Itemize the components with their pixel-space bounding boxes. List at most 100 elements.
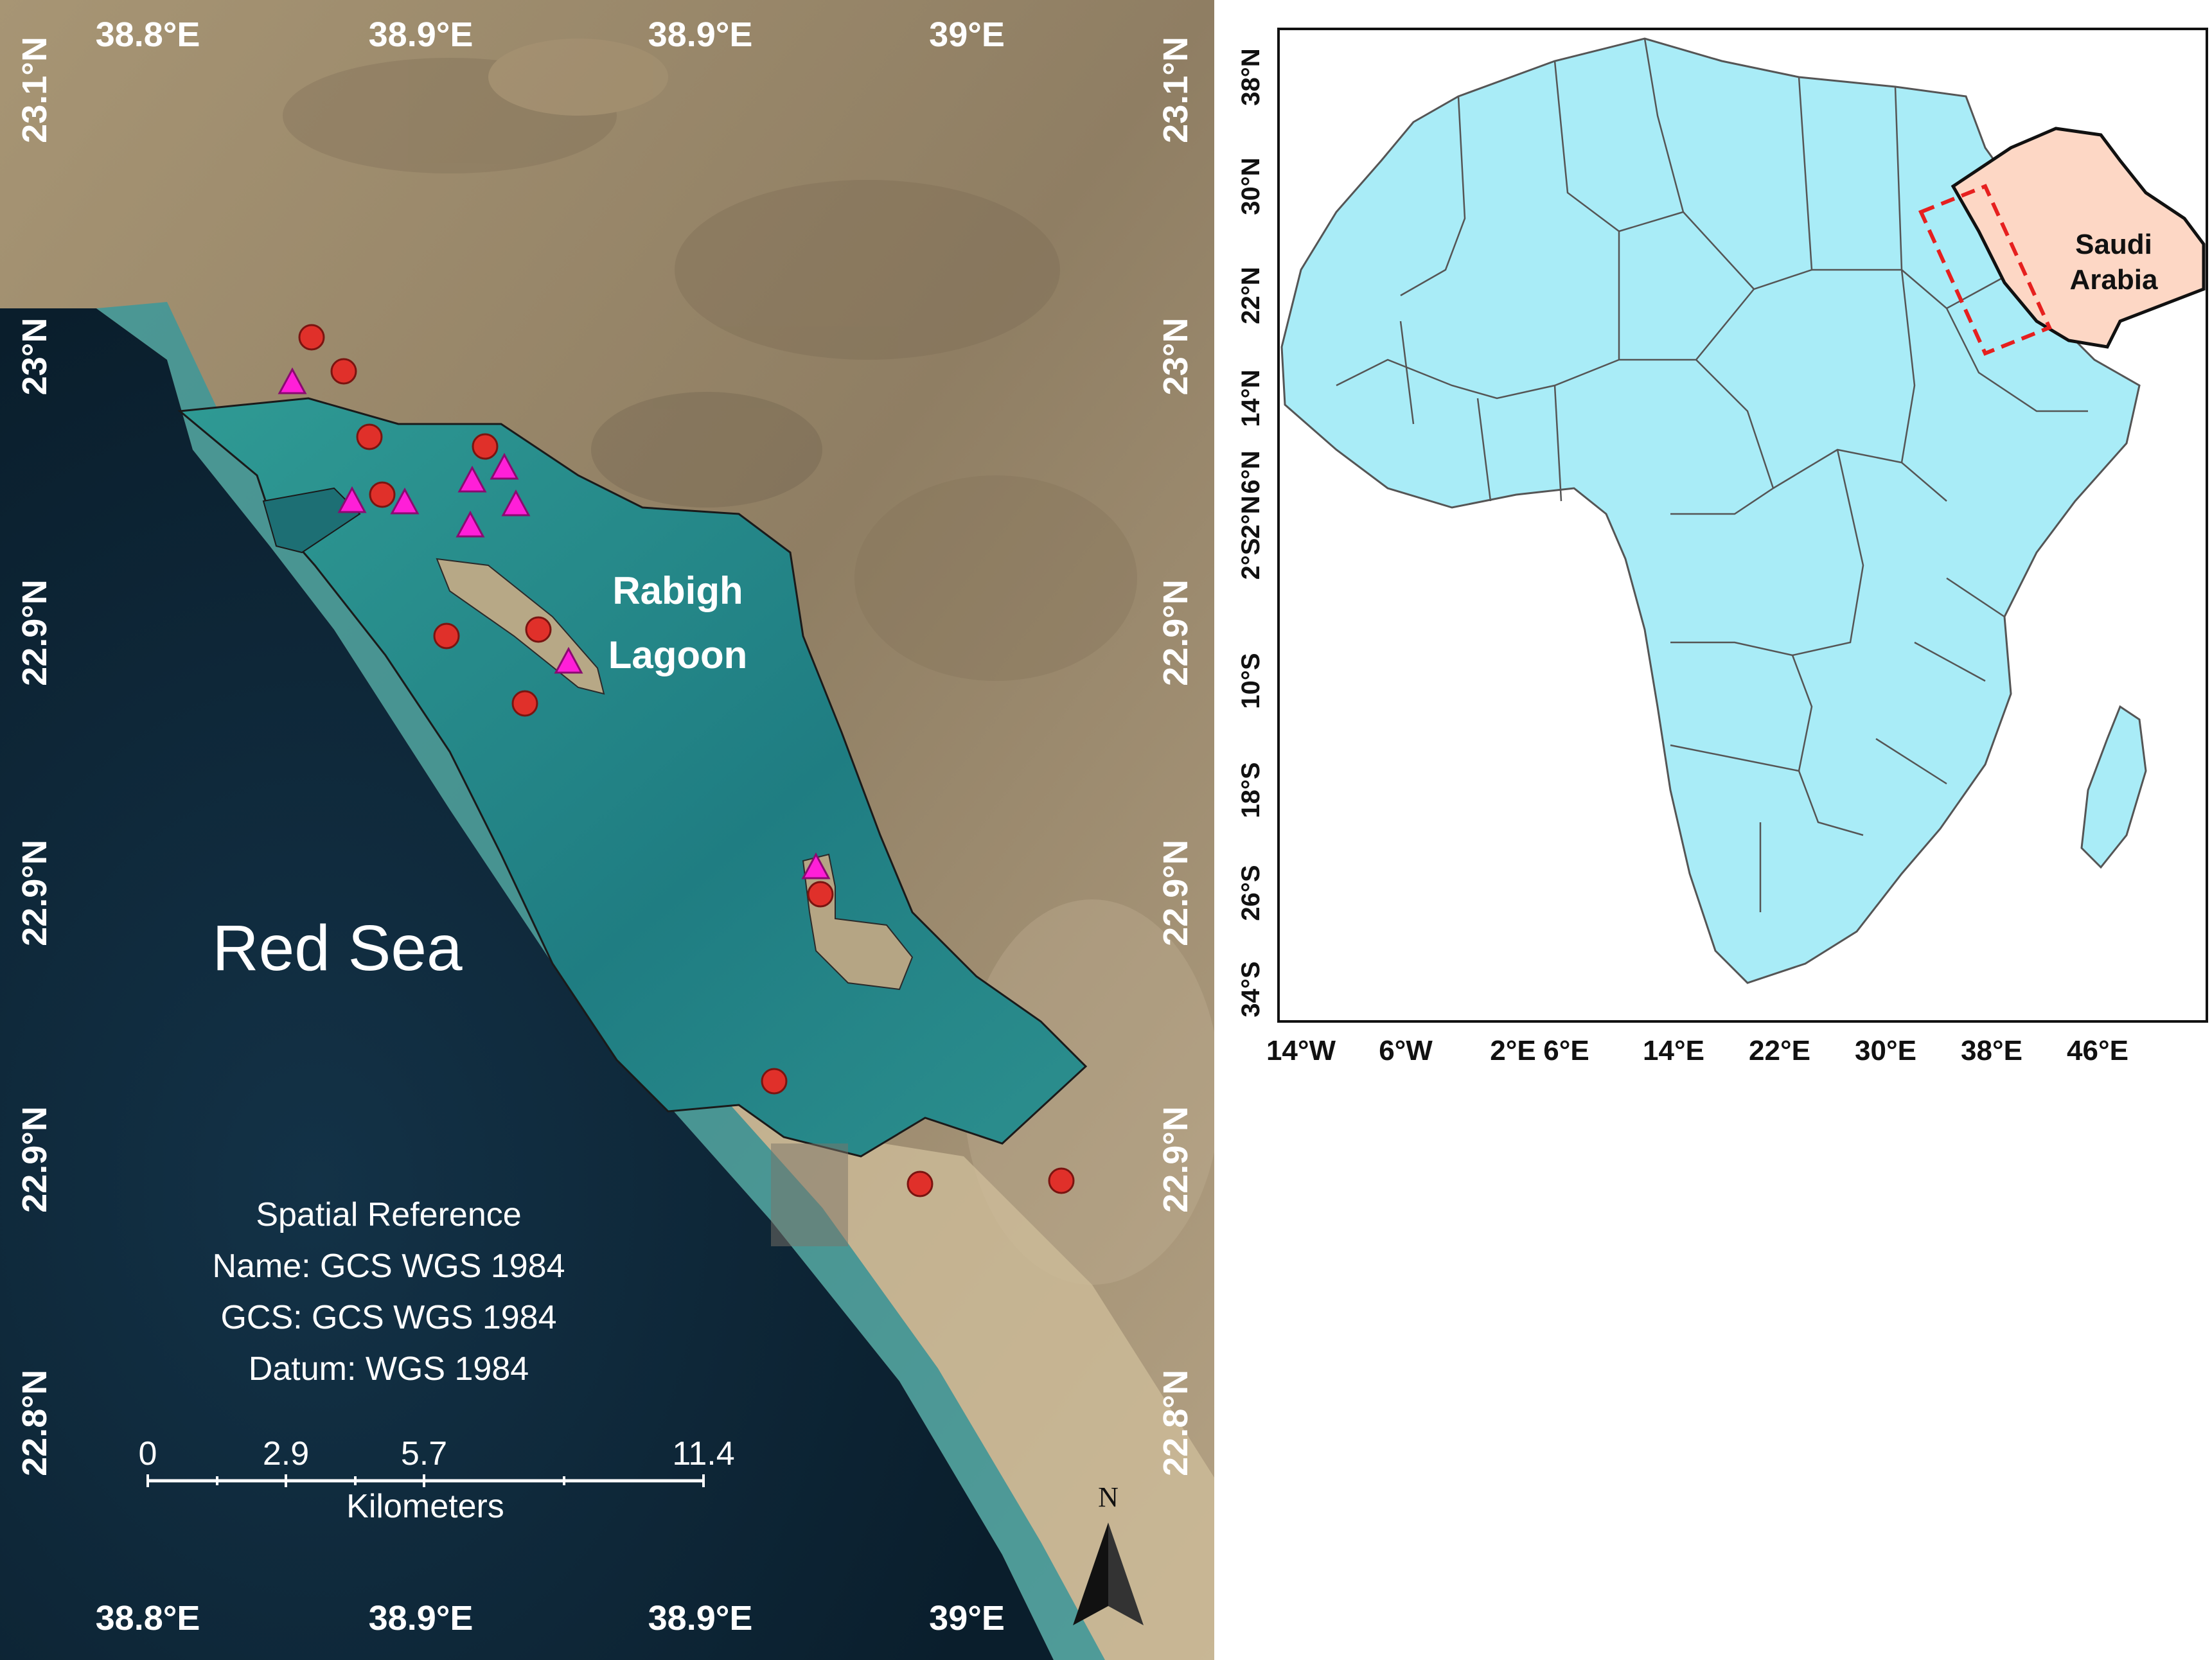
north-arrow: N bbox=[1073, 1481, 1144, 1625]
scale-tick-3: 11.4 bbox=[672, 1435, 734, 1472]
inset-lat-label: 6°N bbox=[1237, 450, 1265, 493]
spatial-reference-name: Name: GCS WGS 1984 bbox=[212, 1248, 565, 1285]
sat-left-lat-label: 22.8°N bbox=[15, 1370, 54, 1476]
inset-lon-label: 6°W bbox=[1379, 1035, 1433, 1066]
triangle-marker bbox=[337, 486, 367, 513]
inset-lat-label: 34°S bbox=[1237, 961, 1265, 1017]
inset-lat-label: 2°S bbox=[1237, 538, 1265, 580]
inset-lon-labels: 14°W 6°W 2°E 6°E 14°E 22°E 30°E 38°E 46°… bbox=[1266, 1035, 2128, 1066]
circle-marker bbox=[369, 481, 396, 508]
inset-lat-label: 14°N bbox=[1237, 369, 1265, 427]
inset-lon-label: 2°E bbox=[1490, 1035, 1535, 1066]
triangle-marker bbox=[554, 646, 583, 674]
inset-lat-labels: 38°N 30°N 22°N 14°N 6°N 2°S 2°N 10°S 18°… bbox=[1237, 48, 1265, 1017]
sat-left-lat-label: 22.9°N bbox=[15, 840, 54, 946]
sat-right-lat-label: 23.1°N bbox=[1156, 37, 1195, 143]
saudi-label-line1: Saudi bbox=[2075, 229, 2152, 260]
sat-bottom-lon-label: 38.9°E bbox=[369, 1599, 473, 1638]
satellite-top-lon-labels: 38.8°E 38.9°E 38.9°E 39°E bbox=[96, 15, 1005, 54]
circle-marker bbox=[330, 358, 357, 385]
north-arrow-left-half bbox=[1073, 1523, 1108, 1625]
africa-landmass bbox=[1280, 37, 2141, 984]
inset-lon-label: 6°E bbox=[1543, 1035, 1589, 1066]
circle-marker bbox=[761, 1068, 788, 1095]
sat-right-lat-label: 22.9°N bbox=[1156, 1106, 1195, 1213]
circle-marker bbox=[298, 324, 325, 351]
scale-bar-unit: Kilometers bbox=[346, 1488, 504, 1525]
spatial-reference-datum: Datum: WGS 1984 bbox=[249, 1350, 529, 1388]
inset-lon-label: 30°E bbox=[1855, 1035, 1916, 1066]
circle-marker bbox=[433, 622, 460, 649]
triangle-marker bbox=[456, 510, 485, 538]
satellite-map: Rabigh Lagoon Red Sea Spatial Reference … bbox=[0, 0, 1214, 1660]
sat-top-lon-label: 38.9°E bbox=[648, 15, 753, 54]
inset-lon-label: 14°W bbox=[1266, 1035, 1336, 1066]
lagoon-label-line1: Rabigh bbox=[612, 569, 743, 612]
triangle-marker bbox=[390, 487, 420, 515]
satellite-left-lat-labels: 23.1°N 23°N 22.9°N 22.9°N 22.9°N 22.8°N bbox=[15, 37, 54, 1476]
lagoon-inlet bbox=[262, 487, 361, 554]
sat-left-lat-label: 22.9°N bbox=[15, 1106, 54, 1213]
north-arrow-label: N bbox=[1098, 1481, 1119, 1513]
sat-left-lat-label: 23.1°N bbox=[15, 37, 54, 143]
sat-right-lat-label: 22.8°N bbox=[1156, 1370, 1195, 1476]
triangle-marker bbox=[801, 852, 831, 879]
circle-marker bbox=[907, 1170, 933, 1197]
circle-marker bbox=[511, 690, 538, 717]
sat-right-lat-label: 23°N bbox=[1156, 318, 1195, 396]
red-sea-water bbox=[0, 308, 1054, 1660]
sat-bottom-lon-label: 38.9°E bbox=[648, 1599, 753, 1638]
inset-lon-label: 22°E bbox=[1749, 1035, 1810, 1066]
sat-top-lon-label: 39°E bbox=[929, 15, 1005, 54]
sat-bottom-lon-label: 38.8°E bbox=[96, 1599, 200, 1638]
sat-left-lat-label: 22.9°N bbox=[15, 579, 54, 686]
circle-marker bbox=[807, 881, 834, 908]
circle-marker bbox=[1048, 1167, 1075, 1194]
triangle-marker bbox=[278, 367, 307, 394]
north-arrow-right-half bbox=[1108, 1523, 1144, 1625]
sat-bottom-lon-label: 39°E bbox=[929, 1599, 1005, 1638]
inset-map: Saudi Arabia 14°W 6°W 2°E 6°E 14°E 22°E … bbox=[1237, 28, 2208, 1066]
satellite-right-lat-labels: 23.1°N 23°N 22.9°N 22.9°N 22.9°N 22.8°N bbox=[1156, 37, 1195, 1476]
inset-lat-label: 38°N bbox=[1237, 48, 1265, 105]
circle-markers bbox=[298, 324, 1075, 1197]
country-borders bbox=[1336, 38, 2088, 912]
triangle-marker bbox=[501, 489, 531, 517]
inset-lon-label: 46°E bbox=[2067, 1035, 2128, 1066]
terrain-texture bbox=[283, 39, 1214, 1285]
saudi-label-line2: Arabia bbox=[2070, 264, 2158, 296]
triangle-marker bbox=[490, 452, 519, 480]
circle-marker bbox=[472, 433, 499, 460]
spatial-reference-gcs: GCS: GCS WGS 1984 bbox=[220, 1299, 556, 1336]
satellite-bottom-lon-labels: 38.8°E 38.9°E 38.9°E 39°E bbox=[96, 1599, 1005, 1638]
scale-tick-0: 0 bbox=[139, 1435, 157, 1472]
inset-lat-label: 26°S bbox=[1237, 865, 1265, 921]
saudi-arabia bbox=[1951, 127, 2206, 349]
spatial-reference-block: Spatial Reference Name: GCS WGS 1984 GCS… bbox=[212, 1196, 565, 1388]
sat-top-lon-label: 38.9°E bbox=[369, 15, 473, 54]
sat-right-lat-label: 22.9°N bbox=[1156, 579, 1195, 686]
inset-lat-label: 22°N bbox=[1237, 267, 1265, 324]
town-area bbox=[771, 1143, 848, 1246]
inset-lon-label: 38°E bbox=[1961, 1035, 2022, 1066]
triangle-marker bbox=[457, 465, 487, 493]
inset-lat-label: 2°N bbox=[1237, 495, 1265, 538]
inset-lon-label: 14°E bbox=[1643, 1035, 1704, 1066]
lagoon-label-line2: Lagoon bbox=[608, 633, 748, 676]
spatial-reference-title: Spatial Reference bbox=[256, 1196, 521, 1233]
inset-lat-label: 10°S bbox=[1237, 653, 1265, 709]
sat-left-lat-label: 23°N bbox=[15, 318, 54, 396]
inset-lat-label: 30°N bbox=[1237, 157, 1265, 215]
circle-marker bbox=[356, 423, 383, 450]
study-area-box bbox=[1918, 184, 2053, 356]
scale-bar: 0 2.9 5.7 11.4 Kilometers bbox=[139, 1435, 735, 1525]
inset-lat-label: 18°S bbox=[1237, 762, 1265, 818]
circle-marker bbox=[525, 616, 552, 643]
sat-top-lon-label: 38.8°E bbox=[96, 15, 200, 54]
triangle-markers bbox=[278, 367, 831, 879]
madagascar bbox=[2080, 705, 2147, 869]
scale-tick-2: 5.7 bbox=[401, 1435, 447, 1472]
scale-tick-1: 2.9 bbox=[263, 1435, 309, 1472]
sat-right-lat-label: 22.9°N bbox=[1156, 840, 1195, 946]
